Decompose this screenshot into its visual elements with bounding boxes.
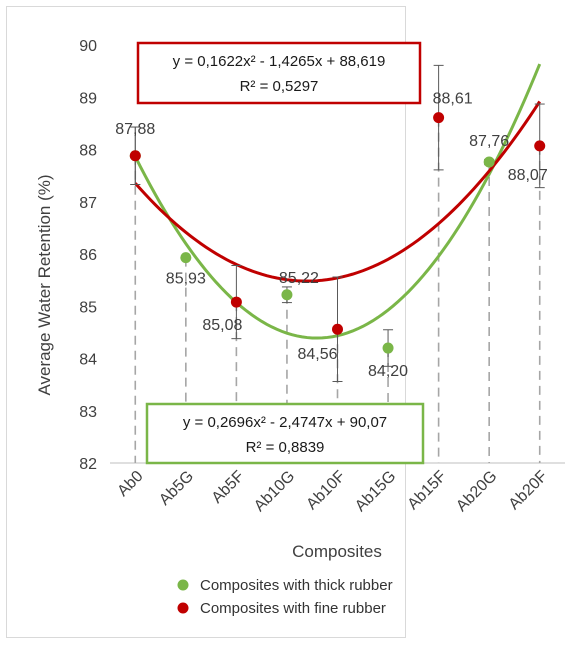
x-tick-label: Ab20G	[453, 468, 500, 515]
x-tick-label: Ab15F	[405, 468, 451, 514]
thick-rubber-point	[281, 289, 293, 301]
fine-equation-box	[136, 41, 422, 105]
y-tick-label: 90	[79, 38, 97, 55]
legend-marker	[177, 579, 189, 591]
y-tick-label: 87	[79, 195, 97, 212]
x-tick-label: Ab0	[114, 468, 146, 500]
x-tick-label: Ab15G	[352, 468, 399, 515]
y-tick-label: 84	[79, 352, 97, 369]
legend-marker	[177, 602, 189, 614]
y-tick-label: 83	[79, 404, 97, 421]
thick-rubber-point	[382, 342, 394, 354]
y-tick-label: 86	[79, 247, 97, 264]
fine-rubber-point	[534, 140, 546, 152]
data-label: 85,93	[166, 271, 206, 288]
data-label: 85,08	[202, 317, 242, 334]
y-tick-label: 85	[79, 299, 97, 316]
legend-label: Composites with thick rubber	[200, 577, 393, 594]
fine-rubber-point	[332, 323, 343, 335]
y-tick-label: 88	[79, 143, 97, 160]
thick-equation: y = 0,2696x² - 2,4747x + 90,07	[183, 414, 387, 431]
fine-rubber-point	[129, 150, 141, 162]
chart-frame	[6, 6, 406, 638]
legend-label: Composites with fine rubber	[200, 600, 386, 617]
data-label: 84,20	[368, 363, 408, 380]
data-label: 87,88	[115, 121, 155, 138]
fine-equation: y = 0,1622x² - 1,4265x + 88,619	[173, 53, 386, 70]
fine-rubber-point	[230, 296, 242, 308]
data-label: 88,07	[508, 167, 548, 184]
data-label: 87,76	[469, 133, 509, 150]
x-tick-label: Ab10F	[303, 468, 349, 514]
fine-r2: R² = 0,5297	[240, 78, 319, 95]
y-axis-title: Average Water Retention (%)	[35, 174, 54, 395]
x-tick-label: Ab5F	[209, 468, 248, 507]
thick-rubber-point	[483, 156, 495, 168]
data-label: 88,61	[433, 91, 473, 108]
fine-rubber-point	[433, 112, 445, 124]
thick-rubber-point	[180, 252, 192, 264]
thick-r2: R² = 0,8839	[246, 439, 325, 456]
x-tick-label: Ab20F	[506, 468, 552, 514]
x-tick-label: Ab10G	[251, 468, 298, 515]
data-label: 84,56	[297, 346, 337, 363]
y-tick-label: 82	[79, 456, 97, 473]
data-label: 85,22	[279, 270, 319, 287]
x-tick-label: Ab5G	[156, 468, 197, 509]
thick-equation-box	[145, 402, 425, 465]
x-axis-title: Composites	[292, 542, 382, 561]
y-tick-label: 89	[79, 90, 97, 107]
